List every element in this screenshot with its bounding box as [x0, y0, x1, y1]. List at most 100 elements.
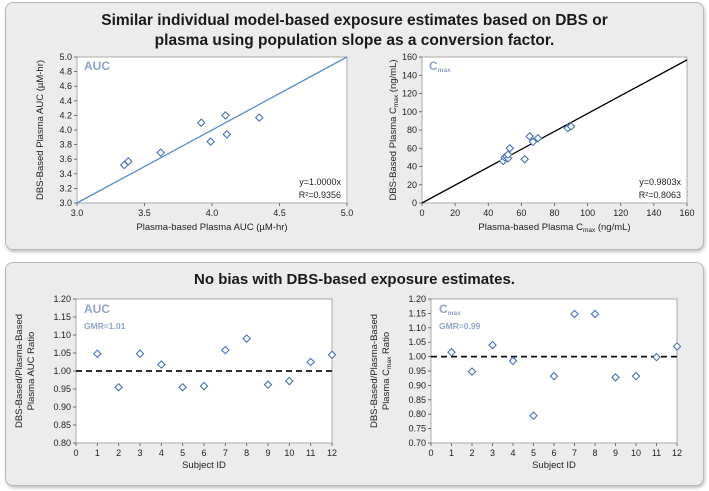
cmax-ratio-data-point — [549, 371, 559, 381]
auc-ratio-inset-label: AUC — [84, 302, 110, 316]
cmax_ratio-group: 0 1 2 3 4 5 6 7 8 9 10 11 120.700.750.800.850.900.95… — [369, 294, 682, 471]
auc_ratio-ytick-label: 0.90 — [53, 402, 71, 412]
cmax-data-point — [505, 143, 515, 153]
auc-ratio-data-point — [135, 349, 145, 359]
cmax-ratio-y-axis-label-line2: Plasma Cmax Ratio — [381, 332, 393, 410]
auc_ratio-ytick-label: 0.80 — [53, 438, 71, 448]
auc-ratio-gmr-label: GMR=1.01 — [84, 321, 126, 331]
cmax_scatter-ytick-label: 100 — [402, 107, 417, 117]
auc-ratio-data-point — [284, 376, 294, 386]
auc_ratio-xtick-label: 11 — [306, 448, 315, 458]
auc_ratio-xtick-label: 7 — [223, 448, 228, 458]
auc_scatter-xtick-label: 4.5 — [273, 208, 286, 218]
auc_ratio-xtick-label: 0 — [73, 448, 78, 458]
cmax_ratio-xtick-label: 4 — [510, 448, 515, 458]
auc_scatter-ytick-label: 5.0 — [59, 52, 72, 62]
auc-ratio-data-point — [114, 382, 124, 392]
cmax_ratio-xtick-label: 8 — [592, 448, 597, 458]
auc-data-point — [222, 130, 232, 139]
cmax-ratio-data-point — [611, 372, 620, 382]
auc_scatter-ytick-label: 3.2 — [59, 183, 72, 193]
cmax-data-point — [525, 132, 535, 141]
cmax_ratio-xtick-label: 10 — [631, 448, 641, 458]
cmax-ratio-data-point — [467, 367, 477, 376]
auc_scatter-xtick-label: 3.5 — [138, 208, 151, 218]
auc-ratio-data-point — [242, 334, 252, 343]
auc-ratio-data-point — [263, 380, 273, 390]
cmax_scatter-xtick-label: 100 — [580, 208, 595, 218]
top-panel-title: Similar individual model-based exposure … — [6, 11, 703, 51]
auc_scatter-ytick-label: 4.0 — [59, 125, 72, 135]
cmax_scatter-xtick-label: 40 — [483, 208, 493, 218]
cmax_scatter-xtick-label: 0 — [419, 208, 424, 218]
cmax-ratio-x-axis-label: Subject ID — [532, 460, 576, 471]
auc_scatter-xtick-label: 4.0 — [206, 208, 219, 218]
auc-ratio-data-point — [156, 360, 166, 369]
auc_ratio-xtick-label: 6 — [201, 448, 206, 458]
auc_ratio-xtick-label: 1 — [95, 448, 100, 458]
auc_ratio-ytick-label: 1.10 — [53, 330, 71, 340]
cmax_scatter-xtick-label: 120 — [613, 208, 628, 218]
auc_scatter-xtick-label: 5.0 — [341, 208, 354, 218]
cmax-data-point — [503, 150, 513, 160]
top-title-line2: plasma using population slope as a conve… — [154, 32, 555, 49]
auc-ratio-data-point — [178, 382, 188, 392]
auc_ratio-ytick-label: 0.85 — [53, 420, 71, 430]
auc_ratio-xtick-label: 2 — [116, 448, 121, 458]
cmax-y-axis-label: DBS-Based Plasma Cmax (ng/mL) — [388, 59, 400, 200]
cmax-x-axis-label: Plasma-based Plasma Cmax (ng/mL) — [478, 222, 630, 234]
cmax-ratio-y-axis-label-line1: DBS-Based/Plasma-Based — [369, 314, 380, 428]
auc-ratio-data-point — [306, 357, 316, 367]
cmax-fit-equation: y=0.9803x — [639, 177, 681, 187]
cmax-ratio-data-point — [631, 371, 641, 381]
auc_ratio-xtick-label: 9 — [265, 448, 270, 458]
auc_scatter-ytick-label: 3.6 — [59, 154, 72, 164]
auc-data-point — [123, 157, 133, 166]
cmax-ratio-data-point — [508, 356, 518, 366]
cmax-fit-line — [421, 59, 688, 204]
cmax_ratio-xtick-label: 11 — [652, 448, 661, 458]
auc-data-point — [196, 118, 206, 128]
cmax_scatter-xtick-label: 140 — [646, 208, 661, 218]
top-title-line1: Similar individual model-based exposure … — [101, 12, 608, 29]
auc-fit-line — [76, 56, 348, 204]
auc-ratio-y-axis-label-line2: Plasma AUC Ratio — [26, 332, 37, 411]
cmax_ratio-ytick-label: 1.00 — [408, 352, 426, 362]
cmax-ratio-gmr-label: GMR=0.99 — [439, 321, 481, 331]
auc_ratio-xtick-label: 8 — [244, 448, 249, 458]
cmax_scatter-xtick-label: 20 — [450, 208, 460, 218]
cmax_ratio-ytick-label: 1.05 — [408, 337, 426, 347]
cmax_ratio-xtick-label: 9 — [613, 448, 618, 458]
cmax_ratio-xtick-label: 1 — [449, 448, 454, 458]
cmax-data-point — [528, 137, 538, 147]
auc-data-point — [206, 137, 216, 147]
cmax_ratio-xtick-label: 5 — [531, 448, 536, 458]
cmax-r-squared: R²=0.8063 — [639, 190, 681, 200]
auc-data-point — [254, 113, 264, 122]
cmax_scatter-ytick-label: 120 — [402, 89, 417, 99]
cmax_scatter-ytick-label: 20 — [407, 180, 417, 190]
auc_ratio-xtick-label: 4 — [159, 448, 164, 458]
auc-ratio-data-point — [327, 350, 337, 360]
cmax-data-point — [533, 133, 543, 143]
auc_ratio-ytick-label: 0.95 — [53, 384, 71, 394]
cmax_scatter-xtick-label: 80 — [549, 208, 559, 218]
cmax-ratio-data-point — [529, 411, 538, 421]
auc-data-point — [156, 148, 166, 158]
cmax-ratio-data-point — [570, 309, 579, 319]
auc-ratio-x-axis-label: Subject ID — [182, 460, 226, 471]
cmax-inset-label: Cmax — [429, 59, 451, 74]
cmax_ratio-ytick-label: 0.85 — [408, 395, 426, 405]
auc_scatter-ytick-label: 4.8 — [59, 67, 72, 77]
bottom-panel-title: No bias with DBS-based exposure estimate… — [194, 271, 515, 288]
cmax_ratio-ytick-label: 0.70 — [408, 438, 426, 448]
cmax_scatter-ytick-label: 140 — [402, 70, 417, 80]
cmax_ratio-xtick-label: 0 — [428, 448, 433, 458]
auc_scatter-ytick-label: 3.4 — [59, 169, 72, 179]
cmax-ratio-data-point — [672, 342, 682, 351]
cmax_ratio-ytick-label: 1.20 — [408, 294, 426, 304]
cmax_ratio-ytick-label: 0.90 — [408, 380, 426, 390]
auc_scatter-ytick-label: 4.4 — [59, 96, 72, 106]
cmax_ratio-xtick-label: 6 — [551, 448, 556, 458]
